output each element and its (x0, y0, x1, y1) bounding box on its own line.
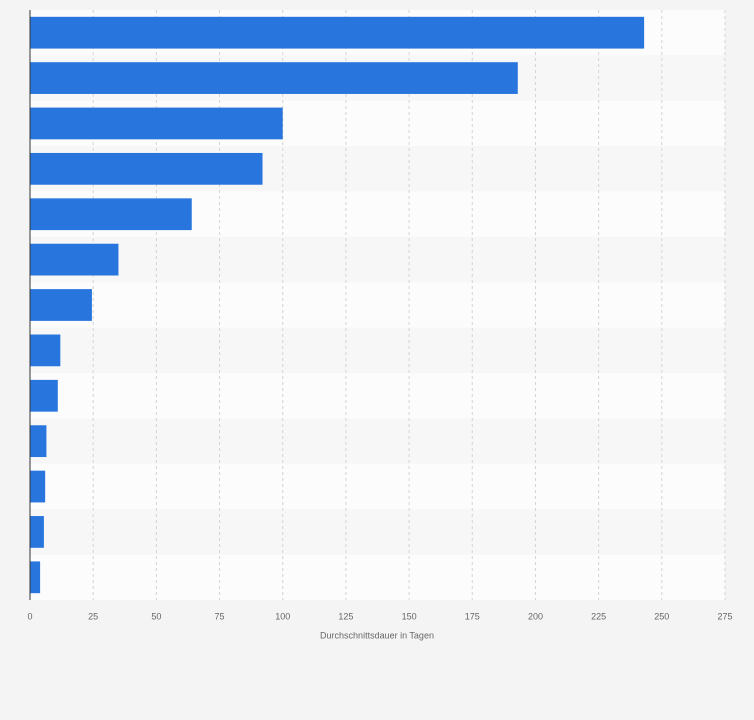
row-band (30, 418, 725, 464)
row-band (30, 509, 725, 555)
x-axis-title: Durchschnittsdauer in Tagen (320, 630, 434, 640)
bar (30, 62, 518, 94)
bar (30, 470, 46, 503)
x-tick-label: 175 (465, 611, 480, 621)
row-band (30, 327, 725, 374)
bar (30, 198, 192, 231)
bar (30, 425, 47, 458)
bar (30, 334, 61, 367)
row-band (30, 282, 725, 328)
x-tick-label: 50 (151, 611, 161, 621)
x-tick-label: 100 (275, 611, 290, 621)
x-tick-label: 150 (402, 611, 417, 621)
bar (30, 16, 645, 49)
x-tick-label: 250 (654, 611, 669, 621)
row-band (30, 463, 725, 510)
bar (30, 243, 119, 276)
bar (30, 152, 263, 185)
x-tick-label: 25 (88, 611, 98, 621)
bar (30, 379, 58, 412)
x-tick-label: 225 (591, 611, 606, 621)
bar (30, 516, 44, 548)
x-tick-label: 275 (717, 611, 732, 621)
bar (30, 289, 92, 321)
bar (30, 107, 283, 140)
x-tick-label: 125 (338, 611, 353, 621)
x-tick-label: 75 (215, 611, 225, 621)
bar (30, 561, 41, 594)
row-band (30, 554, 725, 600)
x-tick-label: 0 (27, 611, 32, 621)
row-band (30, 236, 725, 283)
x-tick-label: 200 (528, 611, 543, 621)
row-band (30, 373, 725, 419)
